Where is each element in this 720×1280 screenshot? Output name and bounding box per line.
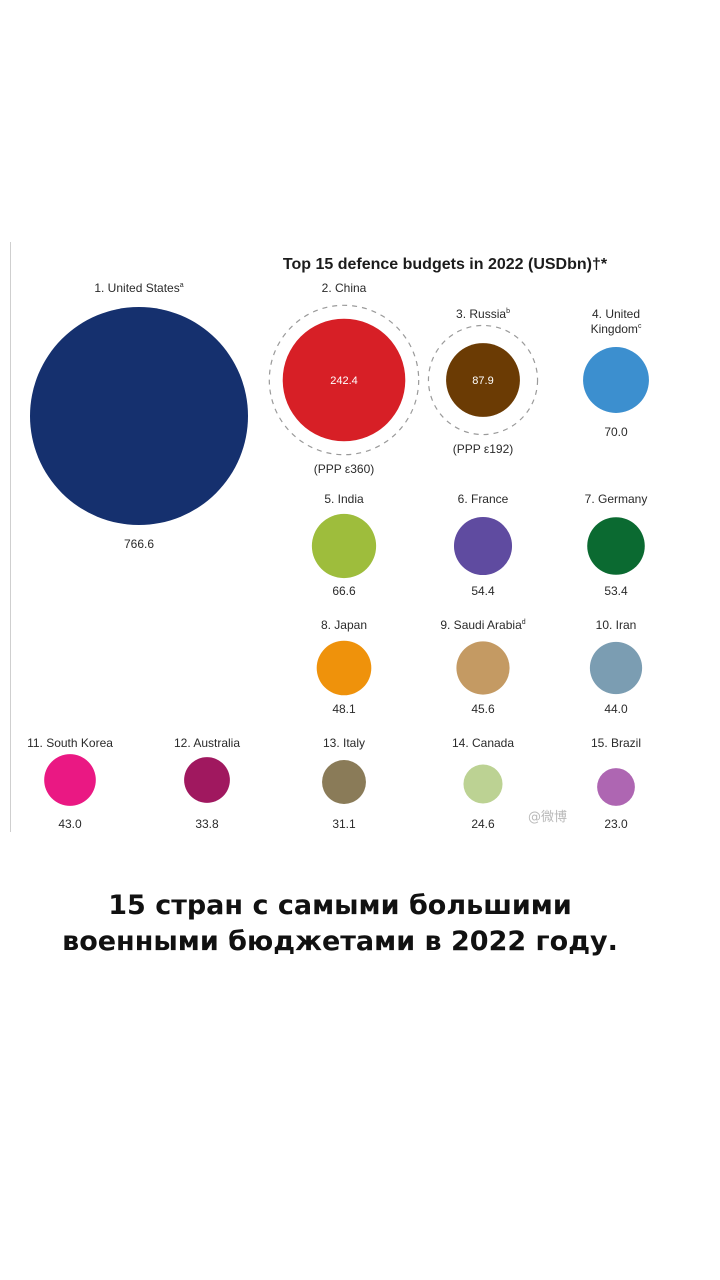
left-edge-line <box>10 242 11 832</box>
bubble <box>453 516 513 576</box>
bubble <box>316 640 372 696</box>
bubble <box>322 760 366 804</box>
value-label: 53.4 <box>604 584 628 598</box>
country-label: 9. Saudi Arabiad <box>440 618 525 632</box>
country-label: 13. Italy <box>323 736 365 750</box>
country-label: 4. United Kingdomc <box>591 307 642 336</box>
bubble <box>589 641 643 695</box>
caption: 15 стран с самыми большими военными бюдж… <box>0 888 680 960</box>
country-label: 1. United Statesa <box>94 281 183 295</box>
ppp-label: (PPP ε192) <box>453 442 514 456</box>
value-label: 242.4 <box>330 375 358 387</box>
country-label: 7. Germany <box>585 492 648 506</box>
value-label: 24.6 <box>471 817 495 831</box>
value-label: 43.0 <box>58 817 82 831</box>
country-label: 14. Canada <box>452 736 514 750</box>
country-label: 3. Russiab <box>456 307 510 321</box>
value-label: 70.0 <box>604 425 628 439</box>
bubble <box>184 757 230 803</box>
ppp-ring <box>268 304 420 456</box>
country-label: 8. Japan <box>321 618 367 632</box>
value-label: 48.1 <box>332 702 356 716</box>
value-label: 31.1 <box>332 817 356 831</box>
country-label: 10. Iran <box>596 618 637 632</box>
bubble <box>30 307 248 525</box>
value-label: 87.9 <box>472 375 493 387</box>
value-label: 54.4 <box>471 584 495 598</box>
value-label: 45.6 <box>471 702 495 716</box>
country-label: 2. China <box>322 281 367 295</box>
bubble <box>446 343 520 417</box>
value-label: 66.6 <box>332 584 356 598</box>
bubble <box>44 754 96 806</box>
value-label: 33.8 <box>195 817 219 831</box>
chart-title: Top 15 defence budgets in 2022 (USDbn)†* <box>283 256 608 273</box>
country-label: 11. South Korea <box>27 736 113 750</box>
bubble <box>311 513 377 579</box>
bubble <box>587 517 645 575</box>
country-label: 6. France <box>458 492 509 506</box>
bubble <box>456 641 510 695</box>
bubble <box>583 347 649 413</box>
caption-line-1: 15 стран с самыми большими <box>108 890 572 921</box>
country-label: 15. Brazil <box>591 736 641 750</box>
country-label: 12. Australia <box>174 736 240 750</box>
caption-line-2: военными бюджетами в 2022 году. <box>62 926 618 957</box>
bubble <box>282 318 406 442</box>
country-label: 5. India <box>324 492 364 506</box>
watermark: @微博 <box>528 810 568 825</box>
ppp-ring <box>427 324 539 436</box>
value-label: 23.0 <box>604 817 628 831</box>
bubble <box>463 764 503 804</box>
ppp-label: (PPP ε360) <box>314 462 375 476</box>
bubble <box>597 768 635 806</box>
value-label: 44.0 <box>604 702 628 716</box>
bubble-chart: Top 15 defence budgets in 2022 (USDbn)†*… <box>27 256 649 831</box>
value-label: 766.6 <box>124 537 154 551</box>
